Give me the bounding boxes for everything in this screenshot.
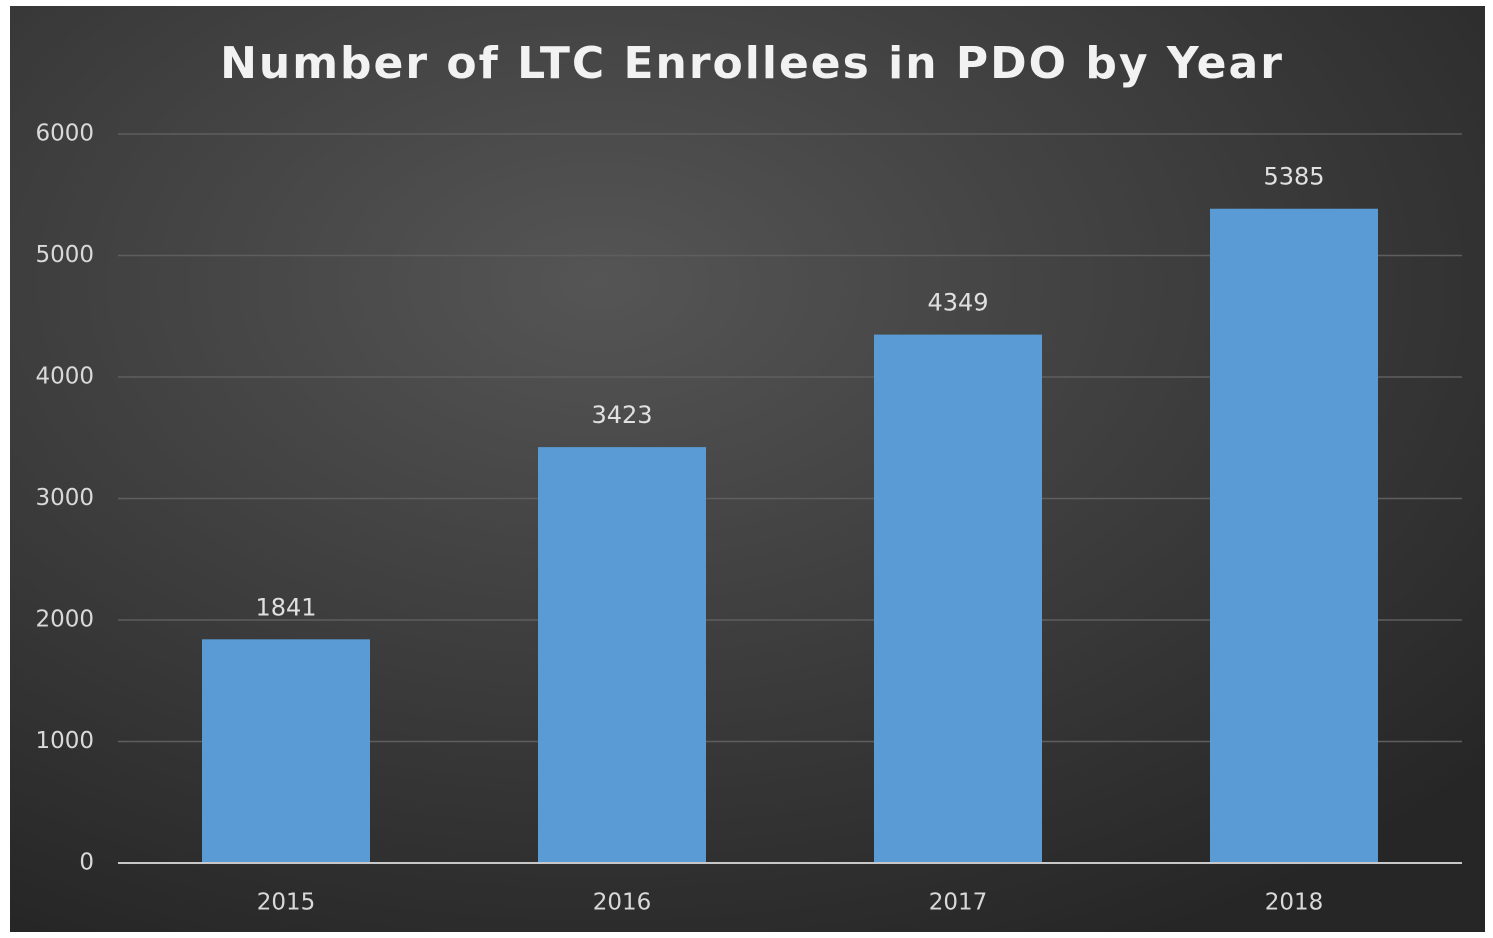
chart-title: Number of LTC Enrollees in PDO by Year bbox=[220, 38, 1284, 89]
x-tick-label: 2016 bbox=[593, 890, 652, 916]
data-label: 3423 bbox=[591, 401, 652, 429]
bar bbox=[874, 334, 1042, 863]
bar bbox=[538, 447, 706, 863]
bar bbox=[1210, 208, 1378, 863]
y-tick-label: 1000 bbox=[35, 728, 94, 754]
x-tick-label: 2015 bbox=[257, 890, 316, 916]
x-tick-label: 2018 bbox=[1265, 890, 1324, 916]
data-label: 5385 bbox=[1263, 163, 1324, 191]
y-tick-label: 0 bbox=[79, 850, 94, 876]
data-label: 4349 bbox=[927, 289, 988, 317]
y-tick-label: 5000 bbox=[35, 242, 94, 268]
x-tick-label: 2017 bbox=[929, 890, 988, 916]
bar bbox=[202, 639, 370, 863]
data-label: 1841 bbox=[255, 593, 316, 621]
y-tick-label: 4000 bbox=[35, 364, 94, 390]
y-tick-label: 3000 bbox=[35, 485, 94, 511]
y-tick-label: 2000 bbox=[35, 607, 94, 633]
y-tick-label: 6000 bbox=[35, 121, 94, 147]
